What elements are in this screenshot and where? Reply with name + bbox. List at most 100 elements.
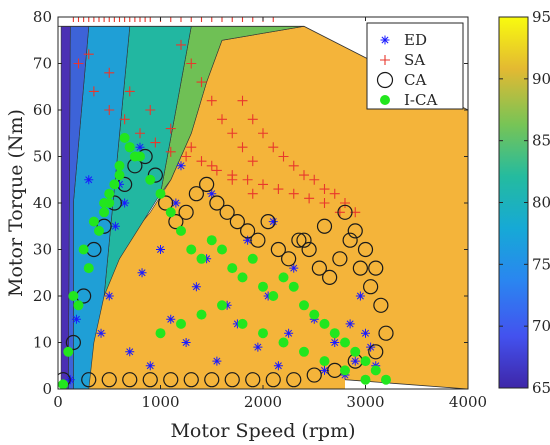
legend-marker-i-ca [380,95,390,105]
ed-point [222,300,232,310]
y-tick-label: 0 [42,380,52,398]
sa-point [104,67,115,78]
i-ca-point [63,346,74,357]
ed-point [207,189,217,199]
ed-point [84,175,94,185]
sa-point [176,17,186,22]
ca-point [147,167,163,183]
sa-point [258,179,268,190]
ca-point [281,251,297,267]
i-ca-point [99,207,110,218]
sa-point [186,58,197,69]
ed-point [350,356,360,366]
sa-point [186,17,197,22]
legend-label-sa: SA [404,51,425,69]
ca-point [96,218,112,234]
sa-point [211,165,222,176]
x-tick-label: 0 [53,393,63,411]
ed-point [243,235,253,245]
sa-point [140,17,151,22]
sa-point [119,114,130,125]
ca-point [158,195,174,211]
i-ca-point [278,272,289,283]
legend-label-ed: ED [404,31,427,49]
i-ca-point [340,337,350,348]
ca-point [322,269,338,285]
ed-point [110,221,120,231]
i-ca-point [340,365,350,376]
i-ca-point [258,281,268,292]
sa-point [227,17,238,22]
i-ca-point [237,318,248,329]
ed-point [284,328,294,338]
i-ca-point [217,244,227,255]
x-tick-label: 4000 [449,393,487,411]
i-ca-point [319,318,330,329]
y-tick-label: 20 [33,287,52,305]
ed-point [104,291,114,301]
x-axis-ticks: 0 1000 2000 3000 4000 [53,17,487,411]
colorbar-tick-label: 80 [532,194,550,212]
i-ca-point [155,328,166,339]
sa-point [124,17,135,22]
ca-point [209,195,225,211]
i-ca-point [329,328,340,339]
legend-label-i-ca: I-CA [404,91,437,109]
i-ca-point [381,374,391,385]
sa-point [196,77,207,88]
i-ca-point [186,244,197,255]
i-ca-point [114,170,125,181]
ca-point [291,232,307,248]
y-tick-label: 10 [33,334,52,352]
sa-point [135,17,145,22]
sa-point [217,114,227,125]
i-ca-point [196,253,207,264]
i-ca-point [99,198,110,208]
y-tick-label: 30 [33,241,52,259]
ca-point [270,241,286,258]
ed-point [355,291,365,301]
sa-point [99,17,110,22]
ed-point [273,361,283,371]
ed-point [253,342,263,352]
ed-point [320,365,329,375]
sa-point [273,184,284,195]
sa-point [247,114,258,125]
i-ca-point [258,328,268,339]
y-axis-label: Motor Torque (Nm) [5,109,27,297]
y-axis-ticks: 0 10 20 30 40 50 60 70 80 [33,8,468,398]
colorbar-tick-label: 70 [532,317,550,335]
i-ca-point [206,235,217,246]
sa-point [109,17,120,22]
colorbar: 65 70 75 80 85 90 95 [498,8,550,397]
sa-point [237,95,248,106]
sa-point [88,86,99,97]
i-ca-point [145,174,156,185]
sa-point [237,17,248,22]
sa-point [340,198,350,208]
ca-point [265,372,281,388]
ed-point [125,347,135,357]
ca-point [352,260,368,276]
legend-label-ca: CA [404,71,426,89]
ed-point [176,161,186,171]
ca-point [368,344,384,360]
ca-point [245,372,261,388]
ed-point [135,142,145,152]
i-ca-point [288,281,299,292]
sa-point [145,17,156,22]
sa-point [319,198,330,208]
series-sa [68,17,361,218]
sa-point [206,95,217,106]
sa-point [247,156,258,167]
i-ca-point [370,365,381,376]
sa-point [114,17,125,22]
i-ca-point [58,379,69,389]
ca-point [332,251,348,267]
i-ca-point [360,374,371,385]
sa-point [186,142,197,153]
i-ca-point [237,272,248,283]
sa-point [73,17,84,22]
sa-point [309,174,320,185]
i-ca-point [247,253,258,264]
